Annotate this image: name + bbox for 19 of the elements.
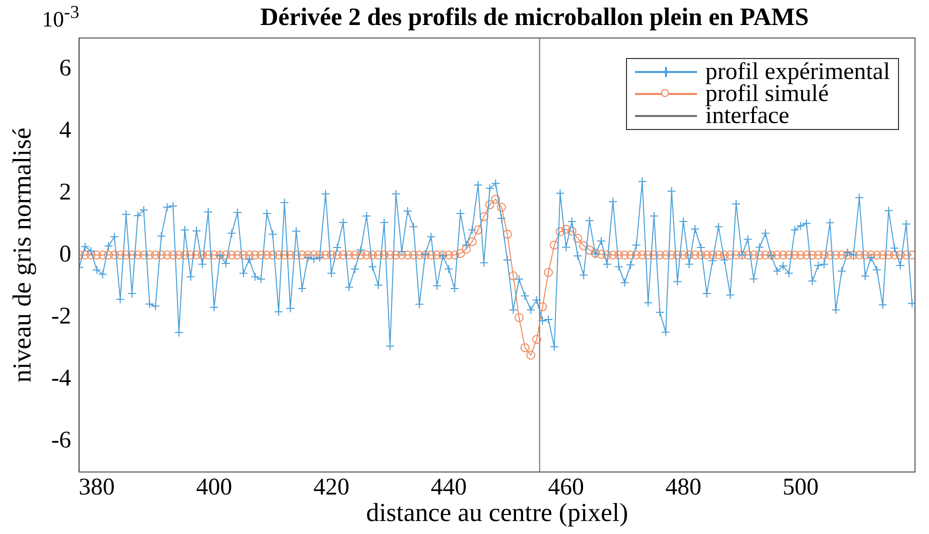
y-tick-label: -4 — [51, 365, 72, 392]
y-tick-label: 4 — [59, 117, 72, 144]
x-tick-label: 400 — [196, 474, 232, 501]
x-tick-label: 460 — [548, 474, 584, 501]
x-tick-label: 380 — [78, 474, 115, 501]
text: 10$^{-3}$ — [42, 2, 80, 32]
y-axis-title: niveau de gris normalisé — [7, 128, 36, 382]
y-tick-label: 0 — [59, 241, 72, 268]
y-tick-label: -2 — [51, 303, 72, 330]
legend-label: profil expérimental — [705, 59, 890, 85]
x-tick-label: 420 — [313, 474, 350, 501]
x-tick-label: 480 — [665, 474, 702, 501]
x-tick-label: 500 — [782, 474, 819, 501]
y-tick-label: 2 — [59, 179, 72, 206]
x-axis-title: distance au centre (pixel) — [366, 498, 628, 528]
y-tick-label: -6 — [51, 427, 72, 454]
chart-title: Dérivée 2 des profils de microballon plein en PAMS — [259, 4, 810, 32]
x-tick-label: 440 — [430, 474, 467, 501]
y-tick-label: 6 — [59, 55, 72, 82]
